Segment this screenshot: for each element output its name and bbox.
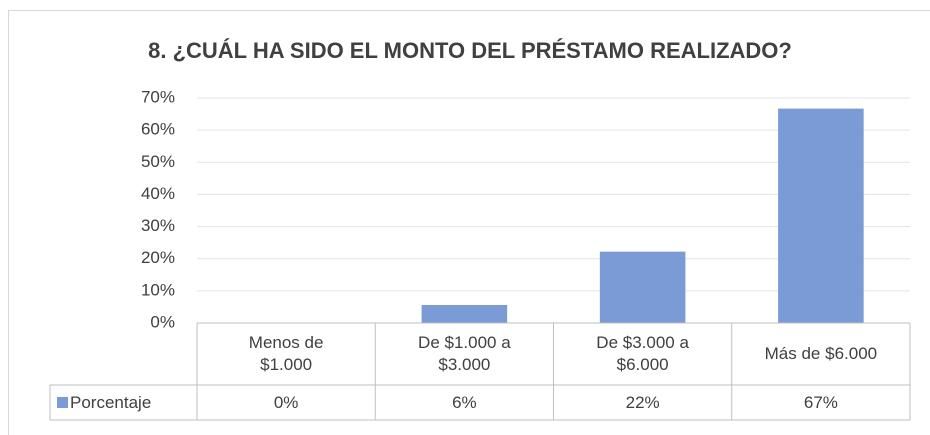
bar <box>421 305 508 323</box>
category-label: De $1.000 a $3.000 <box>418 333 511 374</box>
y-tick-label: 0% <box>150 312 175 331</box>
bar <box>778 108 864 323</box>
data-table-value: 22% <box>625 392 660 412</box>
legend-marker <box>57 397 68 408</box>
chart-title: 8. ¿CUÁL HA SIDO EL MONTO DEL PRÉSTAMO R… <box>148 38 792 63</box>
y-tick-label: 50% <box>141 152 175 171</box>
category-label: Más de $6.000 <box>764 344 878 363</box>
y-tick-label: 30% <box>141 216 175 235</box>
y-tick-label: 70% <box>141 87 175 106</box>
category-label: De $3.000 a $6.000 <box>596 333 689 374</box>
y-tick-label: 60% <box>141 120 175 139</box>
y-tick-label: 40% <box>141 184 175 203</box>
data-table-value: 0% <box>273 392 299 412</box>
legend-label: Porcentaje <box>70 392 152 412</box>
data-table-value: 6% <box>452 392 477 412</box>
category-label: Menos de $1.000 <box>248 333 324 374</box>
bar <box>599 251 686 323</box>
y-tick-label: 10% <box>141 280 175 299</box>
chart-border <box>8 10 930 435</box>
y-tick-label: 20% <box>141 248 175 267</box>
data-table-value: 67% <box>803 392 838 412</box>
